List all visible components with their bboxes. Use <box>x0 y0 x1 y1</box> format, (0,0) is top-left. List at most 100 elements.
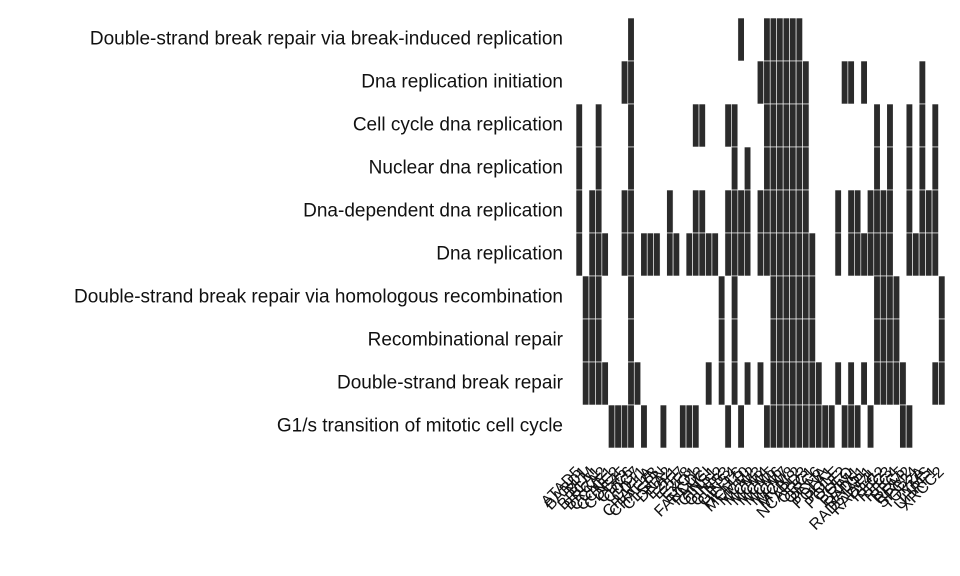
heatmap-cell <box>575 189 583 234</box>
heatmap-cell <box>737 17 745 62</box>
heatmap-cell <box>776 189 784 234</box>
heatmap-cell <box>854 404 862 449</box>
heatmap-cell <box>795 146 803 191</box>
heatmap-cell <box>802 103 810 148</box>
heatmap-cell <box>731 361 739 406</box>
heatmap-cell <box>731 232 739 277</box>
heatmap-cell <box>588 318 596 363</box>
heatmap-cell <box>860 60 868 105</box>
heatmap-cell <box>756 60 765 105</box>
heatmap-cell <box>938 275 946 320</box>
heatmap-cell <box>899 404 907 449</box>
heatmap-cell <box>776 60 784 105</box>
term-label: Dna replication <box>436 244 563 265</box>
heatmap-cell <box>756 361 765 406</box>
heatmap-cell <box>905 189 913 234</box>
heatmap-cell <box>782 189 790 234</box>
heatmap-cell <box>711 232 719 277</box>
heatmap-cell <box>718 361 726 406</box>
heatmap-cell <box>769 146 777 191</box>
heatmap-cell <box>627 17 635 62</box>
heatmap-cell <box>601 232 609 277</box>
heatmap-cell <box>595 232 603 277</box>
heatmap-cell <box>918 103 926 148</box>
heatmap-cell <box>867 189 875 234</box>
heatmap-cell <box>847 404 855 449</box>
heatmap-cell <box>847 361 855 406</box>
heatmap-cell <box>627 189 635 234</box>
heatmap-cell <box>575 103 583 148</box>
heatmap-cell <box>931 361 939 406</box>
heatmap-cell <box>776 232 784 277</box>
heatmap-cell <box>763 60 771 105</box>
heatmap-cell <box>789 146 797 191</box>
heatmap-cell <box>731 146 739 191</box>
heatmap-cell <box>795 17 803 62</box>
heatmap-cell <box>731 103 739 148</box>
heatmap-cell <box>724 404 732 449</box>
heatmap-cell <box>802 318 810 363</box>
heatmap-cell <box>795 189 803 234</box>
heatmap-cell <box>731 189 739 234</box>
heatmap-cell <box>627 404 635 449</box>
heatmap-cell <box>795 60 803 105</box>
heatmap-cell <box>692 103 700 148</box>
heatmap-cell <box>659 404 667 449</box>
heatmap-cell <box>646 232 654 277</box>
heatmap-cell <box>879 232 888 277</box>
heatmap-cell <box>588 361 596 406</box>
heatmap-cell <box>653 232 661 277</box>
heatmap-cell <box>918 189 926 234</box>
heatmap-cell <box>808 318 816 363</box>
heatmap-cell <box>705 361 713 406</box>
heatmap-cell <box>789 361 797 406</box>
heatmap-cell <box>931 189 939 234</box>
heatmap-cell <box>834 361 842 406</box>
heatmap-cell <box>789 189 797 234</box>
heatmap-cell <box>724 232 732 277</box>
heatmap-cell <box>795 361 803 406</box>
heatmap-cell <box>873 103 881 148</box>
heatmap-cell <box>879 275 888 320</box>
term-label: Double-strand break repair via break-ind… <box>90 29 563 50</box>
heatmap-cell <box>595 189 603 234</box>
heatmap-cell <box>847 189 855 234</box>
heatmap-cell <box>769 404 777 449</box>
term-label: Double-strand break repair <box>337 373 564 394</box>
heatmap-cell <box>588 232 596 277</box>
term-label: Dna-dependent dna replication <box>303 201 563 222</box>
heatmap-cell <box>627 275 635 320</box>
heatmap-cell <box>860 232 868 277</box>
heatmap-cell <box>879 189 888 234</box>
heatmap-cell <box>808 275 816 320</box>
heatmap-cell <box>698 232 706 277</box>
heatmap-cell <box>776 275 784 320</box>
heatmap-cell <box>776 404 784 449</box>
heatmap-cell <box>756 232 765 277</box>
heatmap-cell <box>782 318 790 363</box>
heatmap-cell <box>724 189 732 234</box>
heatmap-cell <box>789 232 797 277</box>
heatmap-cell <box>789 17 797 62</box>
gene-labels: ATAD5BARD1BLMBRCA1BRCA2CCNE1CCNE2CDC45CD… <box>538 464 947 534</box>
term-label: Recombinational repair <box>368 330 564 351</box>
heatmap-cell <box>776 318 784 363</box>
heatmap-cell <box>595 361 603 406</box>
heatmap-cell <box>782 232 790 277</box>
heatmap-cell <box>931 103 939 148</box>
heatmap-cell <box>692 404 700 449</box>
heatmap-cell <box>763 103 771 148</box>
heatmap-cell <box>640 404 648 449</box>
heatmap-cell <box>867 232 875 277</box>
heatmap-cell <box>744 232 752 277</box>
heatmap-cell <box>769 103 777 148</box>
heatmap-cell <box>925 232 933 277</box>
heatmap-cell <box>886 361 894 406</box>
heatmap-cell <box>834 189 842 234</box>
heatmap-cell <box>595 275 603 320</box>
heatmap-cell <box>879 318 888 363</box>
heatmap-cell <box>737 189 745 234</box>
heatmap-cell <box>918 232 926 277</box>
heatmap-cell <box>627 146 635 191</box>
heatmap-cell <box>834 232 842 277</box>
